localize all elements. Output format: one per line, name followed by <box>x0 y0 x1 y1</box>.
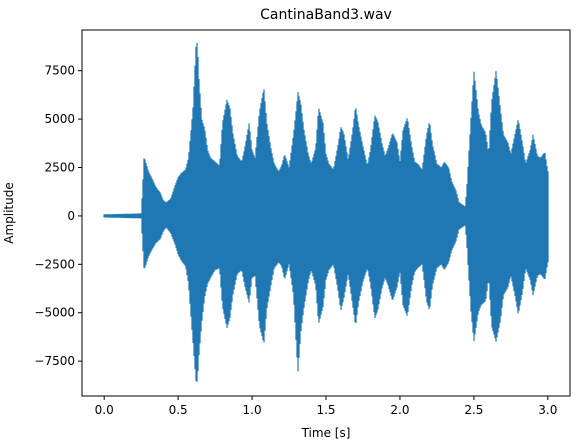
y-tick-label: 5000 <box>44 112 75 126</box>
x-tick-label: 0.0 <box>95 403 114 417</box>
y-tick-label: −2500 <box>34 257 75 271</box>
x-axis-label: Time [s] <box>301 426 351 440</box>
x-axis: 0.0 0.5 1.0 1.5 2.0 2.5 3.0 <box>95 396 557 417</box>
chart-title: CantinaBand3.wav <box>260 7 392 23</box>
x-tick-label: 2.5 <box>464 403 483 417</box>
x-tick-label: 1.5 <box>316 403 335 417</box>
y-axis: −7500 −5000 −2500 0 2500 5000 7500 <box>34 64 82 368</box>
y-tick-label: −7500 <box>34 354 75 368</box>
y-tick-label: 0 <box>67 209 75 223</box>
x-tick-label: 1.0 <box>243 403 262 417</box>
y-tick-label: 2500 <box>44 160 75 174</box>
x-tick-label: 2.0 <box>390 403 409 417</box>
y-tick-label: −5000 <box>34 306 75 320</box>
x-tick-label: 0.5 <box>169 403 188 417</box>
x-tick-label: 3.0 <box>538 403 557 417</box>
plot-area <box>103 43 549 382</box>
y-tick-label: 7500 <box>44 64 75 78</box>
y-axis-label: Amplitude <box>2 182 16 244</box>
waveform-series <box>103 43 549 382</box>
